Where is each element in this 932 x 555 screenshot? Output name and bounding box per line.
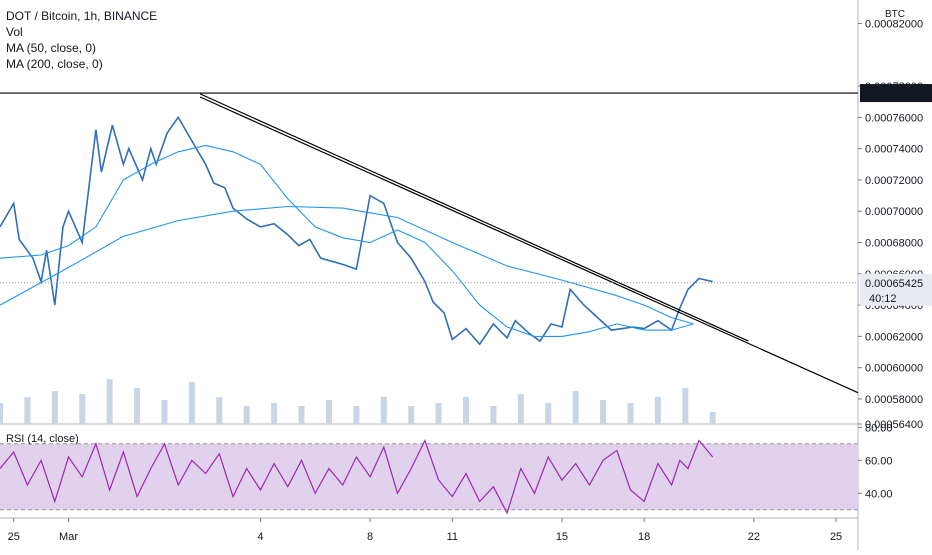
volume-bar	[79, 394, 86, 424]
time-tick-label: 11	[447, 531, 458, 543]
volume-bar	[0, 403, 3, 424]
volume-bar	[380, 397, 387, 424]
price-tick-label: 0.00056400	[865, 419, 923, 431]
rsi-line	[0, 438, 714, 515]
price-tick-label: 0.00072000	[865, 175, 923, 187]
price-tick-label: 0.00074000	[865, 144, 923, 156]
time-tick-label: 22	[748, 531, 760, 543]
volume-bar	[216, 397, 223, 424]
volume-bar	[545, 403, 552, 424]
volume-bar	[463, 397, 470, 424]
trendline	[199, 93, 749, 342]
volume-bar	[517, 394, 524, 424]
volume-bar	[243, 406, 250, 424]
trendline	[199, 96, 859, 394]
price-tick-label: 0.00060000	[865, 363, 923, 375]
volume-bar	[682, 388, 689, 424]
volume-bar	[24, 397, 31, 424]
volume-bar	[325, 400, 332, 424]
volume-bar	[490, 406, 497, 424]
price-tick-label: 0.00082000	[865, 18, 923, 30]
symbol-title[interactable]: DOT / Bitcoin, 1h, BINANCE	[6, 9, 158, 23]
volume-bar	[572, 391, 579, 424]
price-tick-label: 0.00070000	[865, 206, 923, 218]
volume-bar	[271, 403, 278, 424]
rsi-tick-label: 60.00	[865, 455, 893, 467]
ma50-legend[interactable]: MA (50, close, 0)	[6, 41, 97, 55]
volume-bar	[709, 412, 716, 424]
volume-bar	[134, 388, 141, 424]
bar-countdown: 40:12	[869, 293, 897, 305]
volume-bar	[654, 397, 661, 424]
ma200-legend[interactable]: MA (200, close, 0)	[6, 57, 103, 71]
volume-bar	[51, 391, 58, 424]
rsi-tick-label: 80.00	[865, 422, 893, 434]
last-price-label-bg	[860, 273, 932, 306]
volume-bar	[161, 400, 168, 424]
volume-bar	[600, 400, 607, 424]
volume-bar	[298, 406, 305, 424]
chart-legend: DOT / Bitcoin, 1h, BINANCE Vol MA (50, c…	[6, 8, 157, 72]
time-tick-label: 4	[257, 531, 263, 543]
rsi-legend[interactable]: RSI (14, close)	[6, 433, 79, 445]
price-tick-label: 0.00058000	[865, 394, 923, 406]
price-axis-unit: BTC	[885, 9, 905, 20]
time-tick-label: 8	[367, 531, 373, 543]
ma50-line	[0, 144, 694, 337]
time-tick-label: Mar	[59, 531, 78, 543]
last-price-label: 0.00065425	[865, 278, 923, 290]
rsi-tick-label: 40.00	[865, 488, 893, 500]
price-series-line	[0, 115, 713, 346]
volume-legend[interactable]: Vol	[6, 25, 23, 39]
time-tick-label: 18	[638, 531, 650, 543]
resistance-price-label: 0.00077553	[865, 88, 923, 100]
volume-bar	[627, 403, 634, 424]
time-tick-label: 25	[830, 531, 842, 543]
price-tick-label: 0.00062000	[865, 331, 923, 343]
time-tick-label: 25	[8, 531, 20, 543]
volume-bar	[353, 406, 360, 424]
volume-bar	[188, 382, 195, 424]
ma200-line	[0, 205, 694, 325]
volume-bar	[408, 406, 415, 424]
volume-bar	[435, 403, 442, 424]
price-tick-label: 0.00076000	[865, 112, 923, 124]
time-tick-label: 15	[556, 531, 568, 543]
volume-bar	[106, 379, 113, 424]
rsi-band	[0, 443, 858, 510]
price-tick-label: 0.00068000	[865, 238, 923, 250]
resistance-price-label-bg	[860, 84, 932, 103]
